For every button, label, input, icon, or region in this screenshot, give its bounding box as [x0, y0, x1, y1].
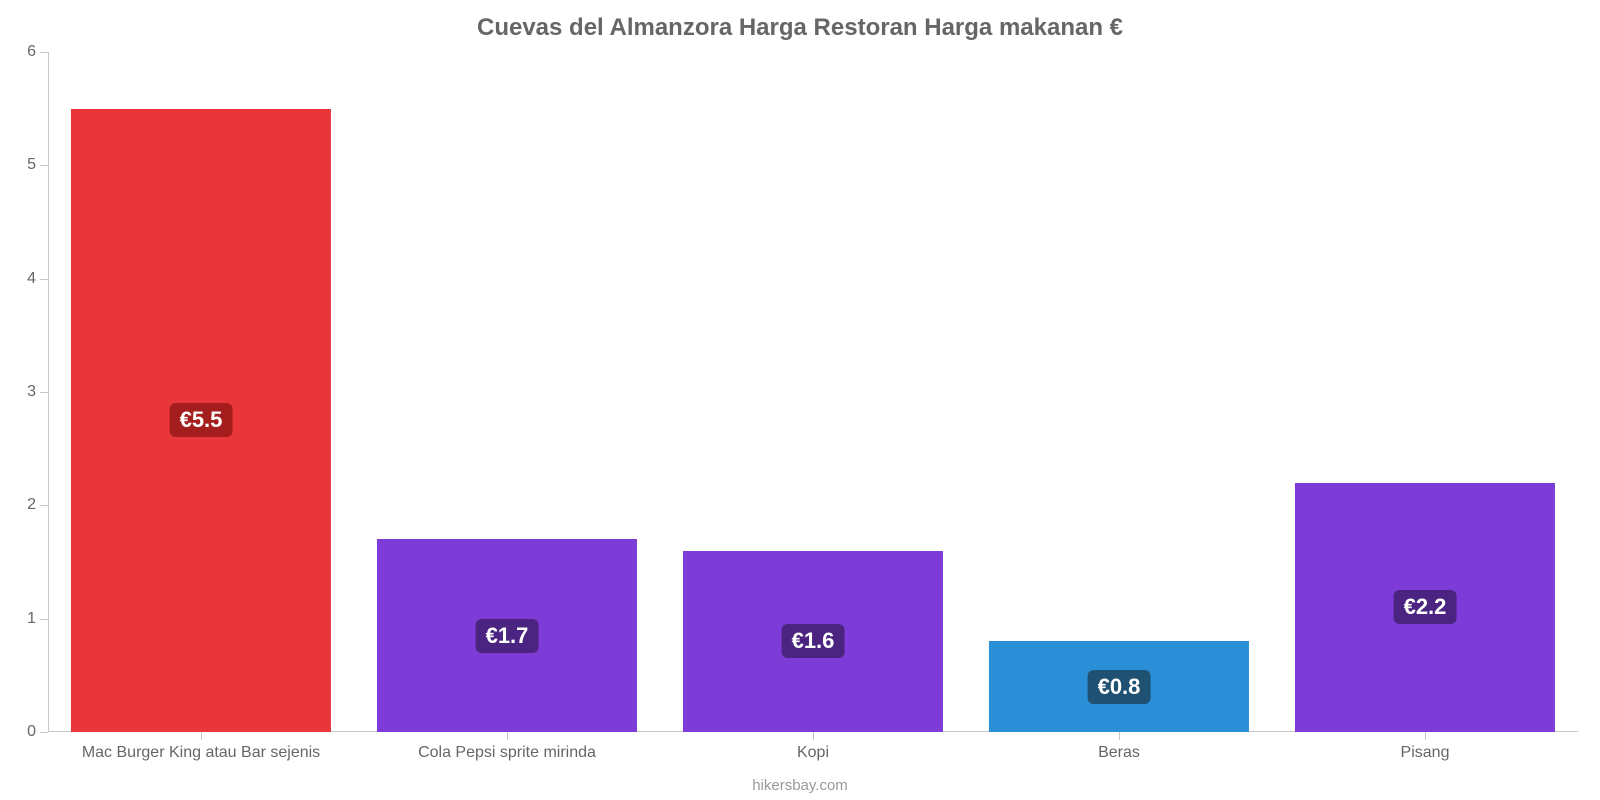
x-tick	[201, 732, 202, 740]
x-tick	[1119, 732, 1120, 740]
attribution-text: hikersbay.com	[0, 777, 1600, 794]
x-tick	[507, 732, 508, 740]
x-axis-label: Cola Pepsi sprite mirinda	[418, 744, 596, 762]
bars-container: €5.5 €1.7 €1.6 €0.8 €2.2	[48, 52, 1578, 732]
value-badge: €2.2	[1394, 590, 1457, 624]
bar-slot: €1.6	[660, 52, 966, 732]
value-badge: €0.8	[1088, 670, 1151, 704]
bar-slot: €2.2	[1272, 52, 1578, 732]
y-tick-label: 5	[27, 156, 48, 174]
plot-area: €5.5€1.7€1.6€0.8€2.2 0123456 Mac Burger …	[48, 52, 1578, 732]
x-tick	[1425, 732, 1426, 740]
y-tick-label: 6	[27, 43, 48, 61]
x-axis-label: Mac Burger King atau Bar sejenis	[82, 744, 320, 762]
x-axis-label: Pisang	[1401, 744, 1450, 762]
y-tick-label: 4	[27, 270, 48, 288]
chart-title: Cuevas del Almanzora Harga Restoran Harg…	[0, 14, 1600, 42]
price-bar-chart: Cuevas del Almanzora Harga Restoran Harg…	[0, 0, 1600, 800]
value-badge: €1.7	[476, 619, 539, 653]
x-tick	[813, 732, 814, 740]
y-tick-label: 0	[27, 723, 48, 741]
value-badge: €1.6	[782, 624, 845, 658]
y-tick-label: 2	[27, 496, 48, 514]
bar-slot: €5.5	[48, 52, 354, 732]
bar-slot: €0.8	[966, 52, 1272, 732]
value-badge: €5.5	[170, 403, 233, 437]
x-axis-label: Kopi	[797, 744, 829, 762]
x-axis-label: Beras	[1098, 744, 1140, 762]
y-tick-label: 1	[27, 610, 48, 628]
y-tick-label: 3	[27, 383, 48, 401]
bar-slot: €1.7	[354, 52, 660, 732]
